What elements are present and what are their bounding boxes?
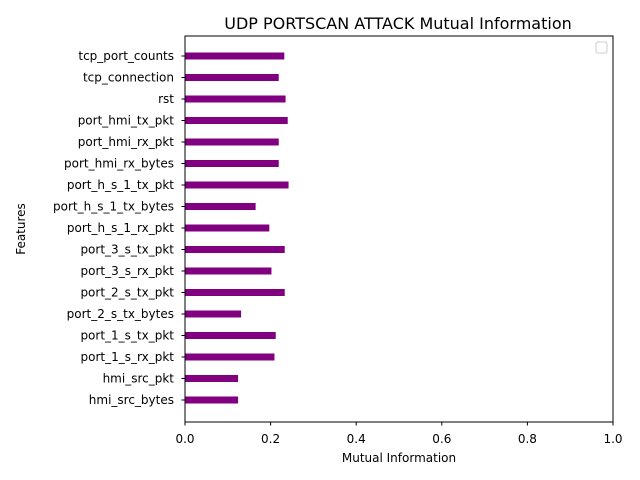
bar-rst [185, 95, 286, 103]
y-tick-label: port_h_s_1_rx_pkt [67, 221, 174, 235]
y-tick-label: port_1_s_tx_pkt [80, 329, 174, 343]
plot-frame [184, 35, 614, 423]
bar-port_h_s_1_tx_pkt [185, 181, 289, 189]
y-tick-label: tcp_connection [83, 71, 174, 85]
bar-port_hmi_rx_bytes [185, 160, 279, 167]
y-axis-label: Features [14, 203, 28, 255]
bar-port_2_s_tx_bytes [185, 310, 242, 318]
bar-port_3_s_rx_pkt [185, 267, 272, 275]
bar-port_1_s_tx_pkt [185, 332, 276, 339]
x-tick-label: 0.6 [432, 432, 451, 446]
bar-tcp_port_counts [185, 52, 285, 60]
bar-hmi_src_bytes [185, 396, 239, 404]
y-tick-label: port_2_s_tx_pkt [80, 286, 174, 300]
y-tick-label: port_h_s_1_tx_bytes [53, 200, 174, 214]
bar-hmi_src_pkt [185, 375, 239, 382]
bar-port_h_s_1_tx_bytes [185, 203, 256, 210]
y-tick-label: hmi_src_bytes [89, 393, 174, 407]
bar-port_2_s_tx_pkt [185, 289, 285, 296]
bar-port_h_s_1_rx_pkt [185, 224, 270, 232]
bar-port_1_s_rx_pkt [185, 353, 275, 361]
y-tick-label: port_hmi_rx_pkt [78, 135, 175, 149]
x-axis-label: Mutual Information [342, 451, 456, 465]
y-tick-label: port_hmi_rx_bytes [64, 157, 174, 171]
y-tick-label: rst [158, 92, 174, 106]
y-tick-label: port_2_s_tx_bytes [67, 307, 174, 321]
y-tick-label: hmi_src_pkt [103, 372, 175, 386]
y-tick-label: port_3_s_tx_pkt [80, 243, 174, 257]
bar-port_3_s_tx_pkt [185, 246, 285, 253]
bar-tcp_connection [185, 74, 279, 81]
chart-title: UDP PORTSCAN ATTACK Mutual Information [224, 14, 572, 33]
y-tick-label: port_3_s_rx_pkt [81, 264, 175, 278]
x-tick-label: 1.0 [603, 432, 622, 446]
y-tick-label: port_hmi_tx_pkt [78, 114, 175, 128]
legend-box [595, 41, 608, 54]
y-tick-label: port_1_s_rx_pkt [81, 350, 175, 364]
bars-group [185, 52, 289, 404]
y-tick-label: tcp_port_counts [78, 49, 174, 63]
y-axis-ticks: hmi_src_bytes hmi_src_pkt port_1_s_rx_pkt p… [53, 49, 185, 407]
y-tick-label: port_h_s_1_tx_pkt [67, 178, 174, 192]
x-tick-label: 0.0 [175, 432, 194, 446]
bar-port_hmi_rx_pkt [185, 138, 279, 146]
x-tick-label: 0.8 [518, 432, 537, 446]
bar-port_hmi_tx_pkt [185, 117, 288, 124]
x-tick-label: 0.2 [261, 432, 280, 446]
x-tick-label: 0.4 [347, 432, 366, 446]
x-axis-ticks: 0.0 0.2 0.4 0.6 0.8 1.0 [175, 422, 623, 446]
